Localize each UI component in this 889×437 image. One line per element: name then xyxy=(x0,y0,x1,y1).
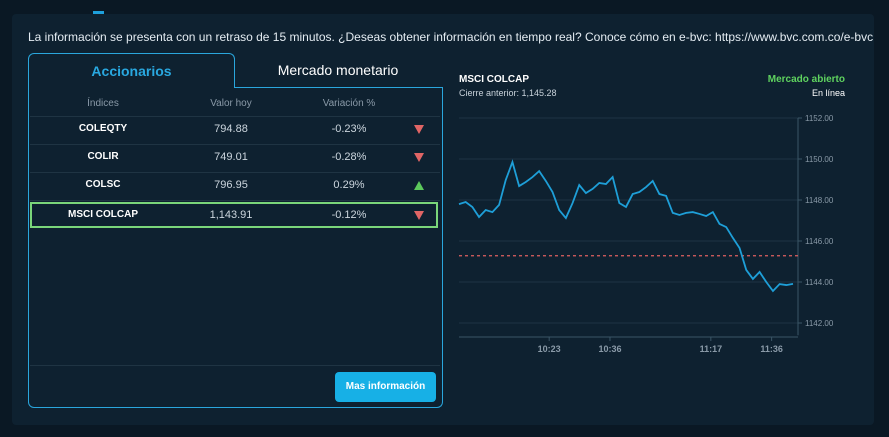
y-tick-label: 1144.00 xyxy=(805,278,834,287)
trend-icon xyxy=(414,181,424,190)
chart-subtitle: Cierre anterior: 1,145.28 xyxy=(459,88,557,98)
tab[interactable]: Accionarios xyxy=(28,53,235,88)
x-tick-label: 10:23 xyxy=(538,344,561,354)
x-tick-label: 11:36 xyxy=(760,344,783,354)
table-cell: 749.01 xyxy=(214,151,248,163)
trend-icon xyxy=(414,153,424,162)
row-divider xyxy=(30,144,440,145)
table-cell: 796.95 xyxy=(214,179,248,191)
table-header: Índices xyxy=(87,98,119,109)
trend-icon xyxy=(414,125,424,134)
table-cell: 0.29% xyxy=(333,179,365,191)
market-status: Mercado abierto xyxy=(768,74,845,85)
accent xyxy=(93,11,104,14)
row-divider xyxy=(30,200,440,201)
table-cell: -0.23% xyxy=(331,123,367,135)
y-tick-label: 1142.00 xyxy=(805,319,834,328)
table-cell: COLIR xyxy=(87,151,119,162)
line xyxy=(458,159,794,293)
row-highlight xyxy=(30,202,438,228)
table-header: Valor hoy xyxy=(210,98,252,109)
table-cell: 1,143.91 xyxy=(209,209,253,221)
notice: La información se presenta con un retras… xyxy=(28,30,874,44)
table-cell: -0.12% xyxy=(331,209,367,221)
card xyxy=(28,87,443,408)
row-divider xyxy=(30,116,440,117)
y-tick-label: 1150.00 xyxy=(805,155,834,164)
table-cell: COLEQTY xyxy=(78,123,128,134)
trend-icon xyxy=(414,211,424,220)
table-cell: 794.88 xyxy=(214,123,248,135)
tab[interactable]: Mercado monetario xyxy=(234,53,442,88)
table-cell: MSCI COLCAP xyxy=(68,209,138,220)
y-tick-label: 1146.00 xyxy=(805,237,834,246)
table-cell: -0.28% xyxy=(331,151,367,163)
table-cell: COLSC xyxy=(85,179,121,190)
market-detail: En línea xyxy=(812,88,845,98)
x-tick-label: 10:36 xyxy=(598,344,621,354)
table-header: Variación % xyxy=(322,98,376,109)
row-divider xyxy=(30,365,440,366)
y-tick-label: 1152.00 xyxy=(805,114,834,123)
chart-title: MSCI COLCAP xyxy=(459,74,529,85)
x-tick-label: 11:17 xyxy=(700,344,723,354)
y-tick-label: 1148.00 xyxy=(805,196,834,205)
row-divider xyxy=(30,172,440,173)
button[interactable]: Mas información xyxy=(335,372,436,402)
